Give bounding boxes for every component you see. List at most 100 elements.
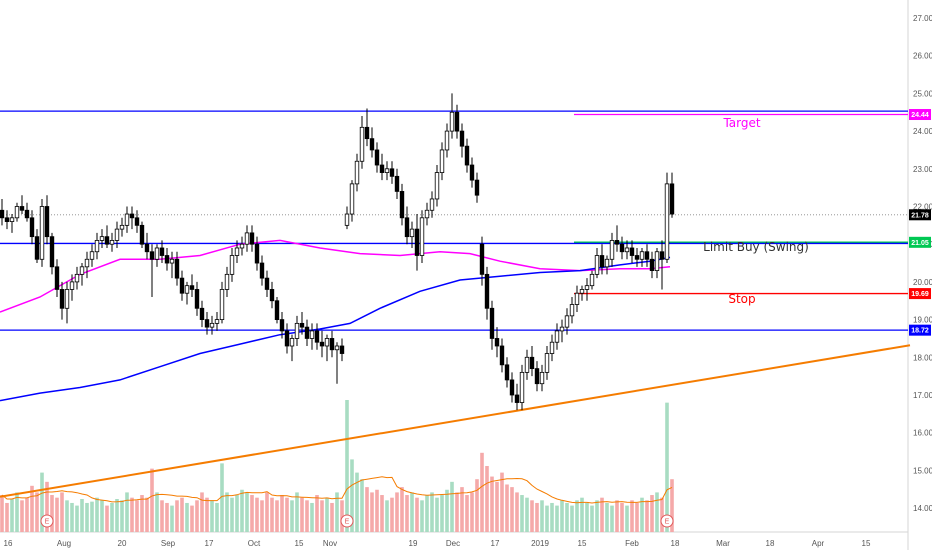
price-tag-box [909, 109, 931, 121]
volume-bar [590, 505, 594, 532]
candle-body [134, 217, 140, 226]
horizontal-levels[interactable] [0, 110, 908, 331]
volume-bar [55, 497, 59, 532]
candle [304, 319, 310, 346]
volume-bar [410, 492, 414, 532]
volume-bar [265, 492, 269, 532]
candle [144, 232, 150, 260]
candle-body [489, 307, 495, 339]
price-tag-label: 24.44 [911, 112, 929, 119]
candle [54, 259, 60, 297]
volume-bar [420, 500, 424, 532]
candle-body [204, 319, 210, 328]
volume-bar [595, 500, 599, 532]
earnings-circle [40, 514, 54, 528]
earnings-marker[interactable]: E [340, 514, 354, 528]
volume-bar [305, 500, 309, 532]
candle-body [619, 243, 625, 253]
candle-body [59, 289, 65, 309]
candle-body [519, 371, 525, 403]
candle-body [379, 164, 385, 173]
volume-bar [80, 499, 84, 532]
volume-bar [125, 492, 129, 532]
volume-bar [660, 497, 664, 532]
candle-body [659, 251, 665, 260]
candle-body [434, 172, 440, 200]
volume-bar [485, 466, 489, 532]
volume-bar [510, 487, 514, 532]
candle [109, 232, 115, 252]
volume-bar [75, 505, 79, 532]
volume-bar [495, 481, 499, 532]
x-tick-label: 20 [118, 539, 127, 548]
candle [484, 266, 490, 320]
candle-body [664, 183, 670, 260]
volume-bar [235, 495, 239, 532]
y-tick-label: 25.00 [913, 89, 932, 98]
candle [649, 251, 655, 279]
candle [29, 210, 35, 245]
volume-bar [325, 497, 329, 532]
candle-body [164, 255, 170, 264]
candle-body [364, 126, 370, 140]
candle-body [369, 138, 375, 151]
candle-body [319, 341, 325, 347]
x-tick-label: Sep [161, 539, 176, 548]
candle-body [119, 224, 125, 230]
candle-body [514, 394, 520, 403]
volume-ma-line [1, 476, 673, 504]
candle-body [549, 341, 555, 354]
candle [99, 229, 105, 248]
candle-body [439, 149, 445, 173]
volume-bar [600, 497, 604, 532]
candle-body [39, 206, 45, 260]
earnings-marker[interactable]: E [40, 514, 54, 528]
candle [664, 172, 670, 264]
candle-body [74, 273, 80, 283]
candle [354, 153, 360, 192]
candle [64, 281, 70, 324]
volume-bar [330, 502, 334, 532]
trendline-group[interactable] [0, 344, 911, 498]
price-tag-box [909, 324, 931, 336]
volume-bar [160, 500, 164, 532]
volume-bar [380, 495, 384, 532]
x-tick-label: 18 [671, 539, 680, 548]
candle-body [609, 240, 615, 260]
volume-bar [650, 495, 654, 532]
candle-body [159, 247, 165, 256]
candle-body [49, 236, 55, 268]
candle [424, 202, 430, 226]
y-tick-label: 23.00 [913, 165, 932, 174]
candle-body [289, 338, 295, 347]
volume-bar [210, 500, 214, 532]
x-tick-label: Oct [248, 539, 261, 548]
candle [534, 361, 540, 392]
volume-bar [60, 492, 64, 532]
earnings-marker[interactable]: E [660, 514, 674, 528]
candle [0, 198, 5, 226]
x-tick-label: Nov [323, 539, 337, 548]
candle-body [349, 183, 355, 215]
candle-body [109, 240, 115, 245]
candle-body [184, 285, 190, 294]
volume-bar [145, 497, 149, 532]
candle [459, 123, 465, 158]
candle [589, 270, 595, 290]
candle-body [584, 285, 590, 290]
volume-bar [120, 500, 124, 532]
volume-bar [180, 497, 184, 532]
candle [154, 244, 160, 267]
volume-bar [480, 452, 484, 532]
candle [444, 123, 450, 158]
candle-body [524, 356, 530, 373]
candle [189, 274, 195, 297]
candle [369, 127, 375, 158]
volume-bar [110, 502, 114, 532]
candle-body [474, 179, 480, 196]
candle [594, 247, 600, 279]
candle [34, 229, 40, 264]
candle-body [594, 255, 600, 275]
